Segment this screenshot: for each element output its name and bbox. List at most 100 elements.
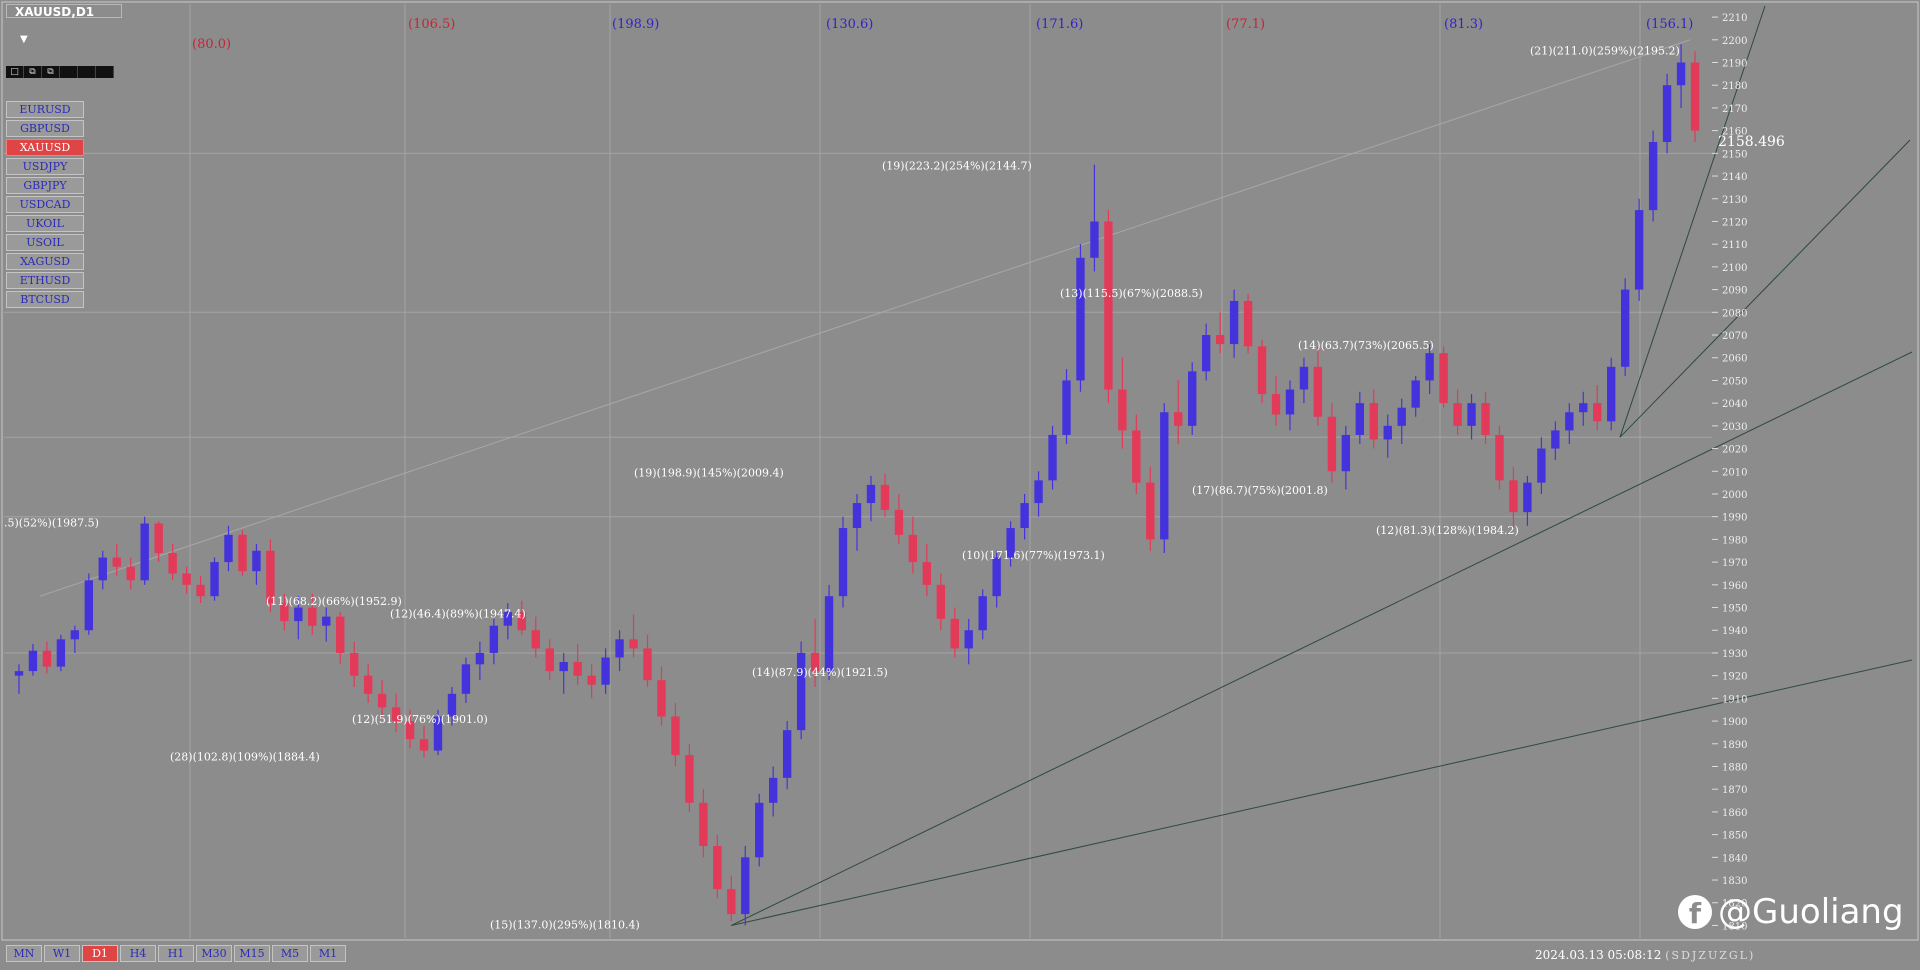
copy-icon[interactable]: ⧉ xyxy=(42,66,60,78)
candle-body xyxy=(880,484,890,510)
symbol-button-gbpjpy[interactable]: GBPJPY xyxy=(6,177,84,194)
candle-body xyxy=(1690,62,1700,131)
facebook-icon: f xyxy=(1678,895,1712,930)
cycle-label: (130.6) xyxy=(826,17,873,32)
cycle-label: (77.1) xyxy=(1226,17,1265,32)
cycle-label: (198.9) xyxy=(612,17,659,32)
candle-body xyxy=(1076,257,1085,381)
swing-label: .5)(52%)(1987.5) xyxy=(4,516,99,529)
mini-toolbar[interactable]: □ ⧉ ⧉ xyxy=(6,66,114,78)
candle-body xyxy=(182,573,191,585)
timeframe-button-h1[interactable]: H1 xyxy=(158,945,194,962)
swing-label: (28)(102.8)(109%)(1884.4) xyxy=(170,751,320,764)
cycle-label: (171.6) xyxy=(1036,17,1083,32)
candle-body xyxy=(308,607,317,626)
candle-body xyxy=(475,652,485,665)
candle-body xyxy=(1229,300,1239,345)
symbol-button-xagusd[interactable]: XAGUSD xyxy=(6,253,84,270)
symbol-button-gbpusd[interactable]: GBPUSD xyxy=(6,120,84,137)
candle-body xyxy=(1062,380,1071,435)
symbol-button-ethusd[interactable]: ETHUSD xyxy=(6,272,84,289)
symbol-button-usdcad[interactable]: USDCAD xyxy=(6,196,84,213)
chevron-down-icon[interactable]: ▼ xyxy=(20,34,28,45)
timeframe-button-d1[interactable]: D1 xyxy=(82,945,118,962)
price-tick-label: 1940 xyxy=(1722,626,1747,637)
candle-body xyxy=(643,648,652,681)
candle-body xyxy=(391,707,401,722)
candle-body xyxy=(964,630,973,649)
price-tick-label: 2200 xyxy=(1722,36,1747,47)
candle-body xyxy=(1048,434,1057,481)
candle-body xyxy=(14,671,24,676)
candle-body xyxy=(1620,289,1630,367)
copy-icon[interactable]: ⧉ xyxy=(24,66,42,78)
candle-body xyxy=(98,557,107,581)
candle-body xyxy=(1160,412,1169,540)
candle-body xyxy=(168,553,177,574)
toolbar-slot[interactable] xyxy=(78,66,96,78)
toolbar-slot[interactable] xyxy=(60,66,78,78)
symbol-button-btcusd[interactable]: BTCUSD xyxy=(6,291,84,308)
timeframe-button-h4[interactable]: H4 xyxy=(120,945,156,962)
toolbar-slot[interactable] xyxy=(96,66,114,78)
price-tick-label: 2100 xyxy=(1722,263,1747,274)
candle-body xyxy=(112,557,121,567)
candle-body xyxy=(1118,389,1127,431)
symbol-button-eurusd[interactable]: EURUSD xyxy=(6,101,84,118)
candle-body xyxy=(1551,430,1560,449)
candle-body xyxy=(377,693,387,708)
server-datetime: 2024.03.13 05:08:12 xyxy=(1535,948,1662,962)
timeframe-button-mn[interactable]: MN xyxy=(6,945,42,962)
candle-body xyxy=(1369,403,1378,440)
timeframe-button-w1[interactable]: W1 xyxy=(44,945,80,962)
candle-body xyxy=(866,484,876,504)
price-tick-label: 2090 xyxy=(1722,286,1747,297)
candle-body xyxy=(210,562,219,597)
candle-body xyxy=(1285,389,1295,415)
candle-body xyxy=(1676,62,1686,86)
price-tick-label: 1930 xyxy=(1722,649,1747,660)
swing-label: (15)(137.0)(295%)(1810.4) xyxy=(490,919,640,932)
candle-body xyxy=(978,596,987,631)
symbol-button-xauusd[interactable]: XAUUSD xyxy=(6,139,84,156)
candle-body xyxy=(1034,480,1043,504)
price-axis: 2210 2200 2190 2180 2170 2160 2150 2140 2130 2120… xyxy=(1712,13,1747,932)
candle-body xyxy=(727,889,736,915)
price-tick-label: 1900 xyxy=(1722,717,1747,728)
candle-body xyxy=(531,630,540,649)
candle-body xyxy=(1201,335,1211,372)
cycle-label: (106.5) xyxy=(408,17,455,32)
chart-title: XAUUSD,D1 xyxy=(6,4,122,19)
swing-label: (14)(63.7)(73%)(2065.5) xyxy=(1298,339,1434,352)
candle-body xyxy=(433,716,443,751)
symbol-button-ukoil[interactable]: UKOIL xyxy=(6,215,84,232)
price-tick-label: 1850 xyxy=(1722,831,1747,842)
candle-body xyxy=(363,675,373,694)
candle-body xyxy=(1509,480,1518,513)
price-tick-label: 1880 xyxy=(1722,762,1747,773)
candle-body xyxy=(838,528,848,597)
candle-body xyxy=(1411,380,1420,408)
candle-body xyxy=(1579,403,1588,413)
chart-frame xyxy=(1,1,1919,941)
square-icon[interactable]: □ xyxy=(6,66,24,78)
candle-body xyxy=(1090,221,1099,258)
candle-body xyxy=(545,648,554,672)
timeframe-button-m15[interactable]: M15 xyxy=(234,945,270,962)
timeframe-button-m30[interactable]: M30 xyxy=(196,945,232,962)
price-tick-label: 2120 xyxy=(1722,217,1747,228)
candle-body xyxy=(28,650,38,672)
candle-body xyxy=(1537,448,1546,483)
price-tick-label: 2180 xyxy=(1722,81,1747,92)
symbol-button-usoil[interactable]: USOIL xyxy=(6,234,84,251)
price-tick-label: 2000 xyxy=(1722,490,1747,501)
symbol-button-usdjpy[interactable]: USDJPY xyxy=(6,158,84,175)
timeframe-button-m1[interactable]: M1 xyxy=(310,945,346,962)
candle-body xyxy=(126,566,135,581)
candle-body xyxy=(559,662,568,672)
current-price-label: 2158.496 xyxy=(1718,134,1785,150)
timeframe-button-m5[interactable]: M5 xyxy=(272,945,308,962)
candle-body xyxy=(461,664,471,694)
candle-body xyxy=(1383,425,1392,440)
